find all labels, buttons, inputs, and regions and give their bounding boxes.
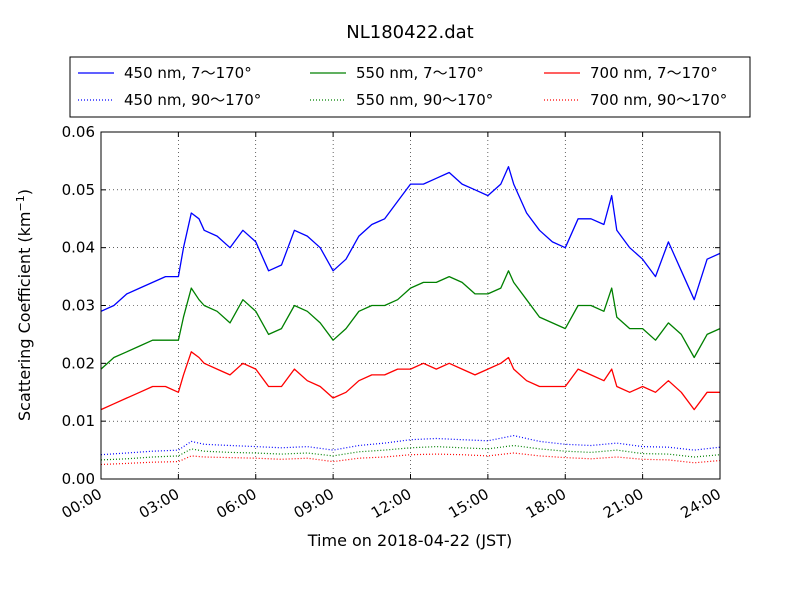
y-axis-label-main: Scattering Coefficient (km: [15, 211, 34, 421]
y-tick-label: 0.01: [62, 412, 95, 430]
y-axis: 0.00 0.01 0.02 0.03 0.04 0.05 0.06: [62, 123, 720, 488]
x-tick-label: 06:00: [213, 485, 259, 522]
y-tick-label: 0.03: [62, 297, 95, 315]
x-tick-label: 24:00: [678, 485, 724, 522]
x-tick-label: 00:00: [59, 485, 105, 522]
y-tick-label: 0.05: [62, 181, 95, 199]
legend-label-6: 700 nm, 90～170°: [590, 91, 727, 109]
series-line-2: [100, 435, 721, 456]
x-tick-label: 03:00: [136, 485, 182, 522]
y-tick-label: 0.00: [62, 470, 95, 488]
y-tick-label: 0.02: [62, 354, 95, 372]
y-tick-label: 0.06: [62, 123, 95, 141]
chart-title: NL180422.dat: [346, 22, 473, 43]
legend-box: [69, 56, 751, 118]
y-axis-label-sup: −1: [14, 195, 27, 211]
y-axis-label-close: ): [15, 189, 34, 195]
x-axis: 00:00 03:00 06:00 09:00 12:00 15:00 18:00 21:00…: [59, 132, 724, 522]
legend-label-5: 700 nm, 7～170°: [590, 64, 718, 82]
series-line-5: [100, 351, 720, 411]
x-axis-label: Time on 2018-04-22 (JST): [307, 531, 512, 550]
legend-label-2: 450 nm, 90～170°: [124, 91, 261, 109]
series-line-6: [100, 452, 721, 466]
legend-label-4: 550 nm, 90～170°: [356, 91, 493, 109]
x-tick-label: 15:00: [445, 485, 491, 522]
x-tick-label: 09:00: [291, 485, 337, 522]
y-axis-label: Scattering Coefficient (km−1): [14, 189, 34, 421]
legend: 450 nm, 7～170° 450 nm, 90～170° 550 nm, 7～1…: [69, 56, 751, 118]
x-tick-label: 18:00: [523, 485, 569, 522]
x-tick-label: 21:00: [600, 485, 646, 522]
plot-lines: [100, 166, 721, 466]
series-line-3: [100, 270, 721, 370]
x-tick-label: 12:00: [368, 485, 414, 522]
series-line-1: [100, 166, 721, 312]
legend-label-3: 550 nm, 7～170°: [356, 64, 484, 82]
y-tick-label: 0.04: [62, 239, 95, 257]
legend-label-1: 450 nm, 7～170°: [124, 64, 252, 82]
